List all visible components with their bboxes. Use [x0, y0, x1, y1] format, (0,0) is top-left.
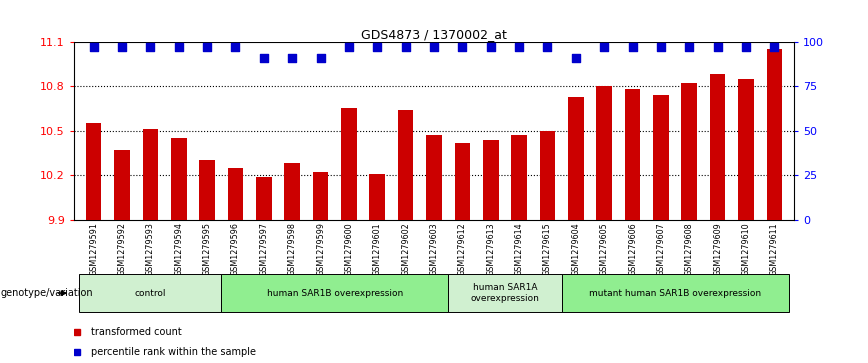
Point: [115, 44, 129, 50]
Point: [456, 44, 470, 50]
Text: GSM1279597: GSM1279597: [260, 222, 268, 276]
Point: [739, 44, 753, 50]
Text: control: control: [135, 289, 166, 298]
Point: [201, 44, 214, 50]
Bar: [596, 86, 612, 220]
Text: GSM1279604: GSM1279604: [571, 222, 581, 276]
Bar: [285, 163, 300, 220]
Text: GSM1279598: GSM1279598: [287, 222, 297, 276]
Text: GSM1279603: GSM1279603: [430, 222, 438, 276]
Point: [483, 44, 497, 50]
Bar: [370, 174, 385, 220]
Bar: [115, 150, 130, 220]
Text: GSM1279609: GSM1279609: [713, 222, 722, 276]
Bar: [142, 129, 158, 220]
Point: [398, 44, 412, 50]
Text: GSM1279614: GSM1279614: [515, 222, 523, 276]
Bar: [227, 168, 243, 220]
Text: GSM1279608: GSM1279608: [685, 222, 694, 276]
Point: [257, 55, 271, 61]
Text: GSM1279591: GSM1279591: [89, 222, 98, 276]
Text: GSM1279592: GSM1279592: [117, 222, 127, 276]
Bar: [426, 135, 442, 220]
Bar: [256, 177, 272, 220]
Point: [172, 44, 186, 50]
Text: transformed count: transformed count: [91, 327, 182, 337]
Point: [427, 44, 441, 50]
Text: GSM1279606: GSM1279606: [628, 222, 637, 276]
Text: human SAR1B overexpression: human SAR1B overexpression: [266, 289, 403, 298]
Point: [371, 44, 385, 50]
Text: GSM1279602: GSM1279602: [401, 222, 411, 276]
Text: GSM1279595: GSM1279595: [202, 222, 212, 276]
Point: [711, 44, 725, 50]
Bar: [312, 172, 328, 220]
Bar: [398, 110, 413, 220]
Bar: [511, 135, 527, 220]
Text: GSM1279610: GSM1279610: [741, 222, 751, 276]
Bar: [710, 74, 726, 220]
Bar: [448, 274, 562, 312]
Bar: [86, 123, 102, 220]
Text: GSM1279596: GSM1279596: [231, 222, 240, 276]
Bar: [455, 143, 470, 220]
Point: [682, 44, 696, 50]
Text: GSM1279600: GSM1279600: [345, 222, 353, 276]
Point: [541, 44, 555, 50]
Point: [143, 44, 157, 50]
Text: percentile rank within the sample: percentile rank within the sample: [91, 347, 256, 357]
Bar: [221, 274, 448, 312]
Point: [313, 55, 327, 61]
Text: human SAR1A
overexpression: human SAR1A overexpression: [470, 284, 539, 303]
Bar: [766, 49, 782, 220]
Point: [87, 44, 101, 50]
Point: [569, 55, 582, 61]
Point: [228, 44, 242, 50]
Title: GDS4873 / 1370002_at: GDS4873 / 1370002_at: [361, 28, 507, 41]
Point: [512, 44, 526, 50]
Bar: [171, 138, 187, 220]
Bar: [540, 131, 556, 220]
Bar: [483, 139, 498, 220]
Point: [767, 44, 781, 50]
Text: GSM1279599: GSM1279599: [316, 222, 325, 276]
Point: [626, 44, 640, 50]
Text: GSM1279612: GSM1279612: [457, 222, 467, 276]
Bar: [738, 79, 753, 220]
Bar: [625, 89, 641, 220]
Bar: [562, 274, 788, 312]
Point: [654, 44, 667, 50]
Bar: [653, 95, 668, 220]
Bar: [200, 160, 215, 220]
Text: GSM1279605: GSM1279605: [600, 222, 608, 276]
Point: [597, 44, 611, 50]
Bar: [681, 83, 697, 220]
Bar: [341, 109, 357, 220]
Point: [342, 44, 356, 50]
Bar: [80, 274, 221, 312]
Text: GSM1279611: GSM1279611: [770, 222, 779, 276]
Text: GSM1279594: GSM1279594: [174, 222, 183, 276]
Text: GSM1279607: GSM1279607: [656, 222, 666, 276]
Text: GSM1279601: GSM1279601: [372, 222, 382, 276]
Text: GSM1279613: GSM1279613: [486, 222, 496, 276]
Text: GSM1279593: GSM1279593: [146, 222, 155, 276]
Text: genotype/variation: genotype/variation: [1, 288, 94, 298]
Text: GSM1279615: GSM1279615: [543, 222, 552, 276]
Point: [286, 55, 299, 61]
Bar: [568, 97, 583, 220]
Text: mutant human SAR1B overexpression: mutant human SAR1B overexpression: [589, 289, 761, 298]
